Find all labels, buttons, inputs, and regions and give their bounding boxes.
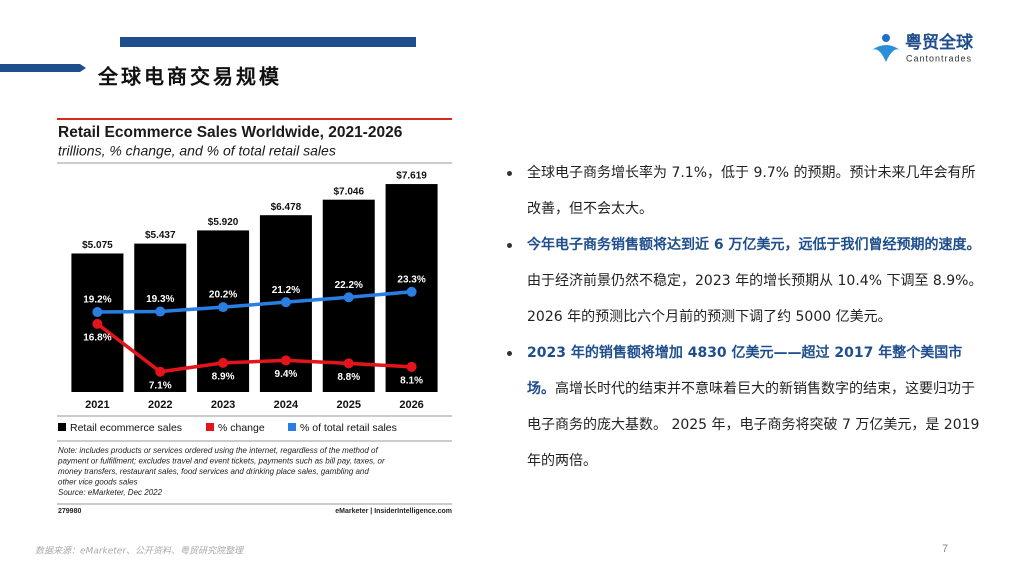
- logo-name: 粤贸全球: [905, 32, 974, 53]
- bar-label: $7.046: [333, 186, 364, 197]
- line-point: [406, 361, 417, 372]
- bullet-text: 由于经济前景仍然不稳定，2023 年的增长预期从 10.4% 下调至 8.9%。…: [527, 273, 983, 325]
- bar-label: $6.478: [271, 202, 302, 213]
- line-point: [280, 355, 291, 366]
- note: money transfers, restaurant sales, food …: [58, 467, 369, 476]
- bullet-list: 全球电子商务增长率为 7.1%，低于 9.7% 的预期。预计未来几年会有所改善，…: [505, 155, 985, 479]
- line-point: [218, 302, 229, 313]
- chart-subtitle: trillions, % change, and % of total reta…: [58, 143, 336, 159]
- top-bar: [120, 37, 416, 47]
- chart-title: Retail Ecommerce Sales Worldwide, 2021-2…: [58, 124, 403, 141]
- x-tick-label: 2023: [211, 399, 235, 411]
- bar-label: $5.437: [145, 230, 176, 241]
- bullet: 今年电子商务销售额将达到近 6 万亿美元，远低于我们曾经预期的速度。由于经济前景…: [505, 227, 985, 335]
- line-point: [218, 357, 229, 368]
- line-label: 16.8%: [83, 333, 111, 344]
- note: other vice goods sales: [58, 478, 138, 487]
- x-tick-label: 2024: [274, 399, 299, 411]
- line: [96, 322, 412, 374]
- bullet-highlight: 今年电子商务销售额将达到近 6 万亿美元，远低于我们曾经预期的速度。: [527, 237, 981, 253]
- bullet-highlight: 2023 年的销售额将增加 4830 亿美元——超过 2017 年整个美国市场。: [527, 345, 963, 397]
- logo-icon: [872, 34, 900, 62]
- legend-swatch: [288, 423, 296, 431]
- line: [97, 290, 412, 314]
- line-label: 8.9%: [212, 372, 235, 383]
- line-point: [155, 306, 166, 317]
- bar-label: $5.920: [208, 217, 239, 228]
- slide-title: 全球电商交易规模: [97, 65, 282, 89]
- line-point: [343, 292, 354, 303]
- legend-swatch: [206, 423, 214, 431]
- line-point: [280, 297, 291, 308]
- chart-id: 279980: [58, 508, 81, 515]
- bar-label: $7.619: [396, 171, 427, 182]
- line-label: 19.2%: [83, 295, 111, 306]
- note: payment or fulfillment; excludes travel …: [57, 457, 385, 466]
- page-number: 7: [942, 543, 948, 555]
- line-point: [343, 358, 354, 369]
- line-label: 9.4%: [275, 369, 298, 380]
- note: Source: eMarketer, Dec 2022: [58, 488, 163, 497]
- bullet: 全球电子商务增长率为 7.1%，低于 9.7% 的预期。预计未来几年会有所改善，…: [505, 155, 985, 227]
- source: 数据来源：eMarketer、公开资料、粤贸研究院整理: [35, 546, 245, 557]
- legend-label: % of total retail sales: [300, 422, 397, 434]
- line-label: 7.1%: [149, 380, 172, 391]
- logo-sub: Cantontrades: [906, 53, 972, 63]
- line-label: 8.1%: [400, 375, 423, 386]
- x-tick-label: 2025: [337, 399, 361, 411]
- bullet: 2023 年的销售额将增加 4830 亿美元——超过 2017 年整个美国市场。…: [505, 335, 985, 479]
- x-tick-label: 2022: [148, 399, 172, 411]
- legend-label: % change: [218, 422, 265, 434]
- bullet-text: 全球电子商务增长率为 7.1%，低于 9.7% 的预期。预计未来几年会有所改善，…: [527, 165, 976, 217]
- line-point: [92, 307, 103, 318]
- note: Note: includes products or services orde…: [58, 446, 379, 455]
- x-tick-label: 2021: [85, 399, 109, 411]
- line-label: 23.3%: [397, 274, 425, 285]
- legend-label: Retail ecommerce sales: [70, 422, 182, 434]
- x-tick-label: 2026: [399, 399, 423, 411]
- line-label: 19.3%: [146, 294, 174, 305]
- line-label: 8.8%: [337, 372, 360, 383]
- line-point: [92, 318, 103, 329]
- line-label: 21.2%: [272, 285, 300, 296]
- bar-label: $5.075: [82, 240, 113, 251]
- line-label: 20.2%: [209, 290, 237, 301]
- chart-rule: [57, 118, 452, 120]
- line-point: [155, 366, 166, 377]
- bullet-text: 高增长时代的结束并不意味着巨大的新销售数字的结束，这要归功于电子商务的庞大基数。…: [527, 381, 980, 469]
- line-label: 22.2%: [335, 280, 363, 291]
- chart-credit: eMarketer | InsiderIntelligence.com: [335, 508, 452, 515]
- line-point: [406, 286, 417, 297]
- legend-swatch: [58, 423, 66, 431]
- left-bar: [0, 64, 86, 72]
